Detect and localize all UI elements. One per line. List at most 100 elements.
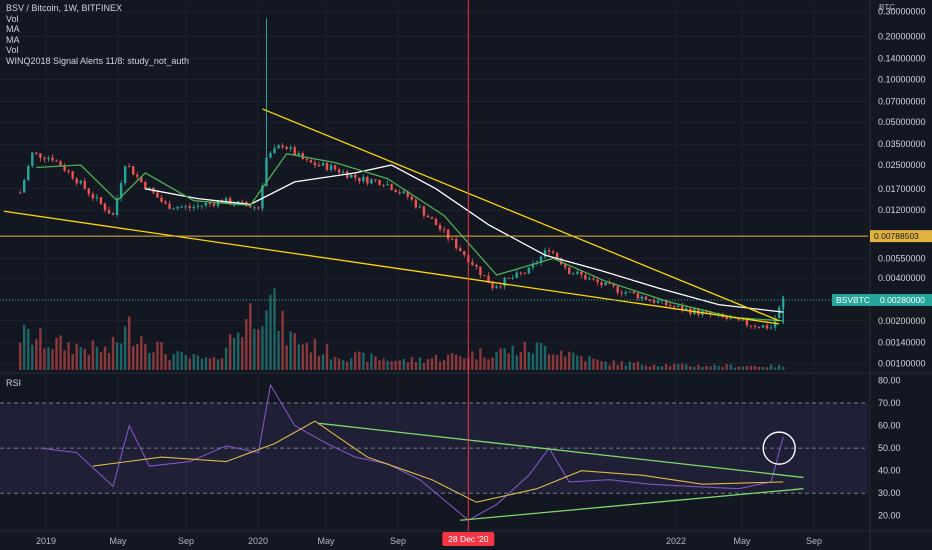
volume-bar <box>18 342 22 370</box>
volume-bar <box>656 366 660 370</box>
volume-bar <box>422 362 426 370</box>
volume-bar <box>426 358 430 370</box>
price-axis-label: 0.00550000 <box>878 253 926 263</box>
volume-bar <box>277 330 280 370</box>
candle-body <box>495 286 498 289</box>
candle-body <box>410 196 413 200</box>
legend-line-vol: Vol <box>6 13 19 24</box>
candle-body <box>132 166 135 175</box>
volume-bar <box>184 355 187 370</box>
candle-body <box>455 238 458 249</box>
candle-body <box>511 277 514 279</box>
candle-body <box>426 215 430 218</box>
volume-bar <box>321 354 325 370</box>
time-axis-label: May <box>109 536 127 546</box>
price-axis-label: 0.10000000 <box>878 74 926 84</box>
candle-body <box>564 264 567 268</box>
candle-body <box>430 217 434 219</box>
volume-bar <box>737 366 741 370</box>
candle-body <box>55 160 58 162</box>
candle-body <box>309 160 313 163</box>
candle-body <box>23 180 26 193</box>
volume-bar <box>354 352 357 370</box>
candle-body <box>285 146 288 149</box>
volume-bar <box>83 348 86 370</box>
volume-bar <box>123 326 127 370</box>
volume-bar <box>71 354 74 370</box>
candle-body <box>192 206 195 209</box>
candle-body <box>115 198 119 215</box>
candle-body <box>757 326 761 328</box>
candle-body <box>729 318 732 320</box>
volume-bar <box>168 360 171 370</box>
volume-bar <box>35 339 38 370</box>
candle-body <box>374 179 377 181</box>
volume-bar <box>507 353 510 370</box>
volume-bar <box>188 358 191 370</box>
volume-bar <box>402 359 405 370</box>
volume-bar <box>325 344 329 370</box>
rsi-axis-label: 80.00 <box>878 376 901 386</box>
candle-body <box>156 192 159 198</box>
candle-body <box>442 229 446 231</box>
volume-bar <box>281 310 284 370</box>
volume-bar <box>224 347 228 370</box>
volume-bar <box>644 365 648 370</box>
candle-body <box>341 171 345 173</box>
volume-bar <box>51 349 54 370</box>
volume-bar <box>297 344 300 370</box>
candle-body <box>668 305 672 307</box>
price-axis-label: 0.00400000 <box>878 273 926 283</box>
candle-body <box>83 180 86 189</box>
candle-body <box>386 184 389 186</box>
candle-body <box>184 206 187 208</box>
volume-bar <box>394 360 397 370</box>
volume-bar <box>87 354 91 370</box>
volume-bar <box>773 367 777 370</box>
volume-bar <box>55 337 58 370</box>
volume-bar <box>374 356 377 370</box>
volume-bar <box>398 360 401 370</box>
volume-bar <box>132 346 135 370</box>
volume-bar <box>612 360 615 370</box>
candle-body <box>297 153 300 156</box>
price-axis-label: 0.30000000 <box>878 7 926 17</box>
legend-line-vol-2: Vol <box>6 45 19 55</box>
volume-bar <box>782 366 785 370</box>
volume-bar <box>640 364 644 370</box>
candle-body <box>406 191 409 197</box>
price-axis-label: 0.00200000 <box>878 316 926 326</box>
volume-bar <box>689 366 692 370</box>
volume-bar <box>511 345 514 370</box>
volume-bar <box>628 361 632 370</box>
volume-bar <box>648 366 652 370</box>
volume-bar <box>576 355 579 370</box>
volume-bar <box>39 328 42 370</box>
volume-bar <box>753 365 757 370</box>
volume-bar <box>761 366 765 370</box>
volume-bar <box>430 358 434 370</box>
candle-body <box>127 166 131 168</box>
volume-bar <box>455 354 458 370</box>
volume-bar <box>564 356 567 370</box>
candle-body <box>677 305 680 307</box>
volume-bar <box>350 358 353 370</box>
candle-body <box>523 272 527 274</box>
legend-line-ma: MA <box>6 24 20 34</box>
volume-bar <box>148 353 151 370</box>
candle-body <box>350 174 353 178</box>
volume-bar <box>527 352 531 370</box>
volume-bar <box>91 340 95 370</box>
volume-bar <box>769 364 773 370</box>
candle-body <box>531 263 535 268</box>
volume-bar <box>624 365 627 370</box>
candle-body <box>47 157 50 160</box>
volume-bar <box>442 359 446 370</box>
candle-body <box>111 213 115 215</box>
volume-bar <box>438 361 442 370</box>
candle-body <box>507 277 510 279</box>
volume-bar <box>59 335 62 370</box>
candle-body <box>329 165 333 171</box>
volume-bar <box>677 364 680 370</box>
